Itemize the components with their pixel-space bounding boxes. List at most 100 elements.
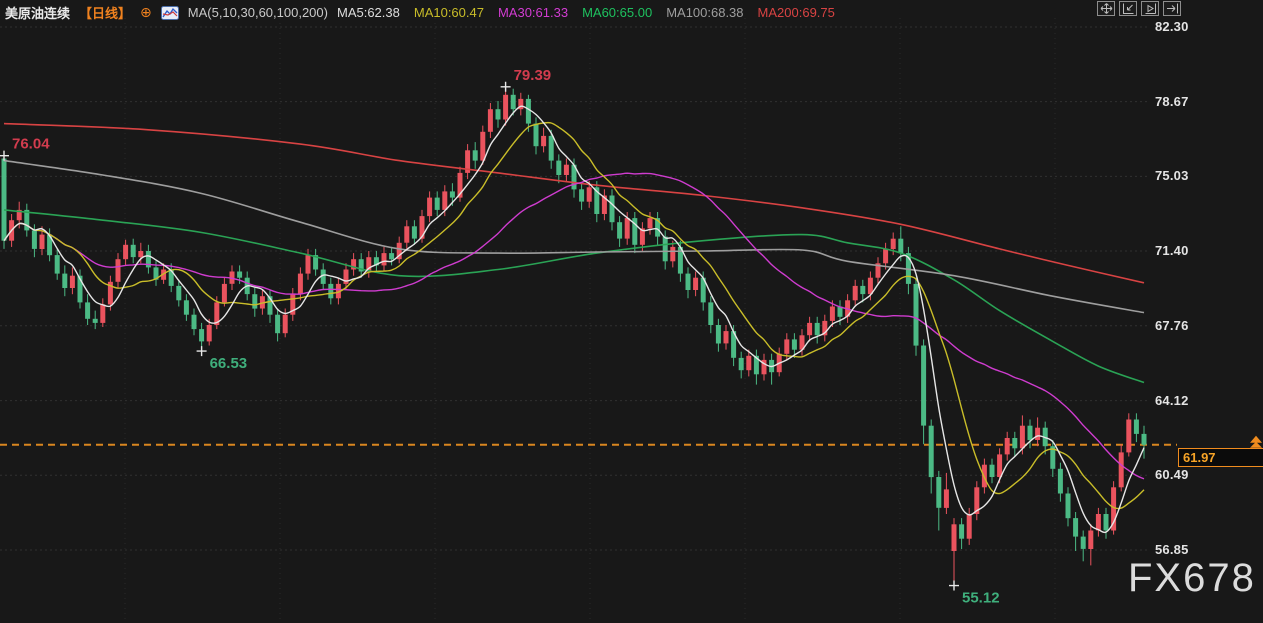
candle xyxy=(814,316,820,344)
candle xyxy=(54,248,60,280)
candle xyxy=(670,240,676,268)
candle xyxy=(639,222,645,251)
price-annotation: 76.04 xyxy=(12,136,50,153)
candle xyxy=(647,212,653,235)
candle xyxy=(351,253,357,276)
candle xyxy=(943,472,949,514)
candle xyxy=(267,290,273,323)
candle xyxy=(822,314,828,342)
candle xyxy=(799,329,805,356)
add-indicator-icon[interactable]: ⊕ xyxy=(140,4,152,20)
chart-type-icon[interactable] xyxy=(160,5,179,20)
candle xyxy=(176,279,182,307)
candle xyxy=(1126,413,1132,457)
candle xyxy=(404,220,410,249)
scale-left-icon[interactable] xyxy=(1119,1,1137,16)
candle xyxy=(662,230,668,270)
candle xyxy=(708,296,714,334)
chart-header: 美原油连续 【日线】 ⊕ MA(5,10,30,60,100,200) MA5:… xyxy=(5,3,835,22)
candle xyxy=(487,103,493,138)
candle xyxy=(746,349,752,377)
candle xyxy=(586,181,592,208)
candle xyxy=(457,166,463,202)
scale-right-icon[interactable] xyxy=(1141,1,1159,16)
ma-readout-5: MA200:69.75 xyxy=(757,5,835,20)
candles xyxy=(1,86,1147,586)
candle xyxy=(632,212,638,254)
candle xyxy=(898,226,904,262)
ma30-line xyxy=(3,172,1145,480)
ma5-line xyxy=(3,105,1145,534)
candle xyxy=(860,279,866,303)
annotations: 76.04 79.39 66.53 55.12 xyxy=(0,67,1000,607)
watermark: FX678 xyxy=(1128,556,1256,600)
candle xyxy=(381,246,387,272)
candle xyxy=(1080,530,1086,562)
candle xyxy=(1088,524,1094,566)
candle xyxy=(693,271,699,297)
candle xyxy=(905,246,911,295)
candle xyxy=(791,333,797,358)
candle xyxy=(533,117,539,155)
candle xyxy=(1133,413,1139,443)
ma-readout-4: MA100:68.38 xyxy=(666,5,744,20)
candle xyxy=(738,351,744,379)
candle xyxy=(753,349,759,385)
ma60-line xyxy=(3,209,1145,384)
candle xyxy=(107,275,113,311)
chart-toolbar xyxy=(1097,1,1181,16)
latest-price-marker xyxy=(1250,435,1262,448)
candle xyxy=(928,419,934,494)
ma100-line xyxy=(3,159,1145,314)
candle xyxy=(1,155,7,249)
candle xyxy=(24,203,30,237)
candle xyxy=(62,265,68,297)
candle xyxy=(411,220,417,245)
candle xyxy=(305,248,311,280)
candle xyxy=(1073,512,1079,551)
candle xyxy=(913,277,919,356)
candle xyxy=(366,251,372,278)
candle xyxy=(123,239,129,266)
candle xyxy=(434,191,440,217)
candle xyxy=(579,183,585,210)
candle xyxy=(206,318,212,346)
candle xyxy=(997,448,1003,484)
candle xyxy=(480,125,486,165)
candle xyxy=(685,267,691,299)
candle xyxy=(252,288,258,317)
ma-readout-3: MA60:65.00 xyxy=(582,5,653,20)
candle xyxy=(1027,419,1033,449)
candle xyxy=(518,92,524,116)
candle xyxy=(495,101,501,128)
candle xyxy=(921,339,927,445)
candle xyxy=(1065,487,1071,527)
price-annotation: 55.12 xyxy=(962,590,1000,607)
candle xyxy=(541,127,547,153)
candle xyxy=(115,253,121,288)
candle xyxy=(77,269,83,309)
candle xyxy=(1057,462,1063,502)
candle xyxy=(883,242,889,270)
candle xyxy=(313,248,319,276)
candle xyxy=(525,94,531,132)
candle xyxy=(85,294,91,325)
price-annotation: 79.39 xyxy=(514,67,552,84)
candle xyxy=(145,244,151,274)
candle xyxy=(1004,431,1010,461)
goto-latest-icon[interactable] xyxy=(1163,1,1181,16)
candle xyxy=(358,253,364,278)
candle xyxy=(655,212,661,245)
candle xyxy=(297,267,303,301)
candle xyxy=(92,310,98,330)
candle xyxy=(617,216,623,247)
candle xyxy=(1103,507,1109,539)
candle xyxy=(191,308,197,336)
candle xyxy=(221,277,227,307)
candle xyxy=(373,251,379,272)
candle xyxy=(290,288,296,321)
drag-move-icon[interactable] xyxy=(1097,1,1115,16)
candle xyxy=(715,318,721,352)
period-selector[interactable]: 【日线】 xyxy=(79,6,132,21)
